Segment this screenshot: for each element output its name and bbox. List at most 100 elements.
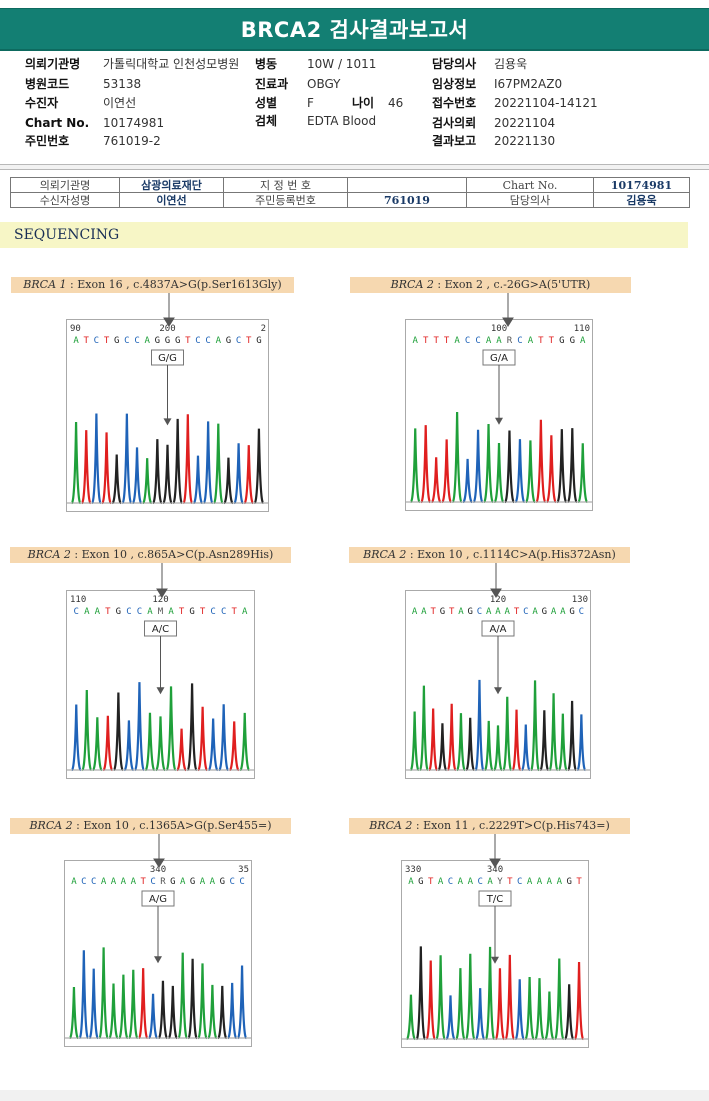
genotype-call: T/C [486, 894, 503, 905]
report-label: 결과보고 [432, 134, 477, 148]
base-letter: G [155, 336, 160, 346]
trace-peak [524, 977, 535, 1041]
base-letter: A [495, 607, 501, 617]
base-letter: A [551, 607, 557, 617]
trace-peak [91, 413, 102, 505]
trace-peak [98, 947, 109, 1040]
trace-peak [157, 980, 169, 1040]
sex-label: 성별 [255, 96, 278, 110]
sequencing-title: SEQUENCING [14, 227, 120, 243]
trace-peak [177, 952, 188, 1040]
trace-peak [465, 717, 476, 772]
base-letter: G [542, 607, 547, 617]
trace-peak [493, 725, 503, 772]
base-letter: C [134, 336, 139, 346]
specimen-value: EDTA Blood [307, 114, 377, 128]
variant-label-3: BRCA 2 : Exon 10 , c.865A>C(p.Asn289His) [10, 547, 291, 563]
base-letter: C [210, 607, 215, 617]
clinical-label: 임상정보 [432, 77, 477, 91]
base-letter: A [468, 877, 474, 887]
position-number: 340 [150, 865, 166, 875]
doctor-label-2: 담당의사 [466, 192, 594, 208]
chromatogram-3: 110 120 C A A T G C C A M A T G T C C T A A/C [66, 590, 255, 779]
trace-peak [462, 458, 474, 504]
base-letter: T [246, 336, 252, 346]
base-letter: A [487, 877, 493, 887]
variant-detail: : Exon 16 , c.4837A>G(p.Ser1613Gly) [66, 278, 282, 291]
base-letter: A [216, 336, 222, 346]
trace-peak [217, 985, 228, 1040]
trace-peak [197, 706, 209, 772]
trace-peak [102, 715, 114, 772]
variant-label-2: BRCA 2 : Exon 2 , c.-26G>A(5'UTR) [350, 277, 631, 293]
base-letter: C [150, 877, 155, 887]
base-letter: T [538, 336, 544, 346]
trace-peak [187, 958, 198, 1040]
base-letter: A [144, 336, 150, 346]
base-letter: A [505, 607, 511, 617]
base-letter: A [210, 877, 216, 887]
trace-peak [131, 447, 143, 505]
variant-gene: BRCA 2 [390, 278, 434, 291]
trace-peak [545, 435, 557, 504]
trace-peak [493, 442, 505, 504]
doctor-label: 담당의사 [432, 57, 477, 71]
position-number: 340 [487, 865, 503, 875]
base-letter: A [84, 607, 90, 617]
trace-peak [78, 950, 90, 1040]
trace-peak [91, 717, 103, 772]
trace-peak [70, 704, 82, 772]
trace-peak [428, 708, 439, 772]
trace-peak [111, 454, 123, 505]
trace-peak [176, 728, 188, 772]
trace-peak [70, 421, 82, 505]
variant-gene: BRCA 2 [363, 548, 407, 561]
genotype-call: G/A [490, 353, 508, 364]
trace-peak [472, 429, 484, 504]
report-title: BRCA2 검사결과보고서 [240, 18, 469, 42]
base-letter: C [236, 336, 241, 346]
regno-value: 761019 [347, 192, 467, 208]
base-letter: C [477, 877, 482, 887]
trace-peak [556, 429, 568, 504]
trace-peak [123, 720, 135, 772]
base-letter: A [71, 877, 77, 887]
variant-gene: BRCA 2 [27, 548, 71, 561]
position-number: 100 [491, 324, 507, 334]
position-number: 110 [574, 324, 590, 334]
base-letter: C [81, 877, 86, 887]
base-letter: C [124, 336, 129, 346]
trace-peak [154, 716, 167, 772]
base-letter: C [517, 336, 522, 346]
genotype-call: A/G [149, 894, 167, 905]
base-letter: R [507, 336, 513, 346]
recipient-value: 이연선 [103, 96, 137, 110]
base-letter: G [189, 607, 194, 617]
base-letter: T [449, 607, 455, 617]
hospital-label: 의뢰기관명 [25, 57, 81, 71]
base-letter: A [458, 607, 464, 617]
trace-peak [212, 423, 224, 505]
base-letter: C [94, 336, 99, 346]
trace-peak [465, 953, 476, 1041]
variant-detail: : Exon 10 , c.865A>C(p.Asn289His) [70, 548, 274, 561]
base-letter: A [242, 607, 248, 617]
base-letter: C [523, 607, 528, 617]
base-letter: A [532, 607, 538, 617]
trace-peak [165, 686, 177, 772]
trace-peak [563, 984, 575, 1041]
genotype-call: A/C [152, 624, 169, 635]
base-letter: T [428, 877, 434, 887]
trace-peak [455, 968, 466, 1041]
trace-peak [437, 723, 448, 772]
doctor-value: 김용욱 [494, 57, 528, 71]
base-letter: G [175, 336, 180, 346]
base-letter: A [438, 877, 444, 887]
base-letter: C [448, 877, 453, 887]
hosp-code-label: 병원코드 [25, 77, 70, 91]
report-value: 20221130 [494, 134, 556, 148]
patient-info: 의뢰기관명 가톨릭대학교 인천성모병원 병동 10W / 1011 담당의사 김… [0, 52, 709, 164]
trace-peak [520, 724, 531, 772]
base-letter: R [160, 877, 166, 887]
trace-peak [430, 457, 442, 504]
